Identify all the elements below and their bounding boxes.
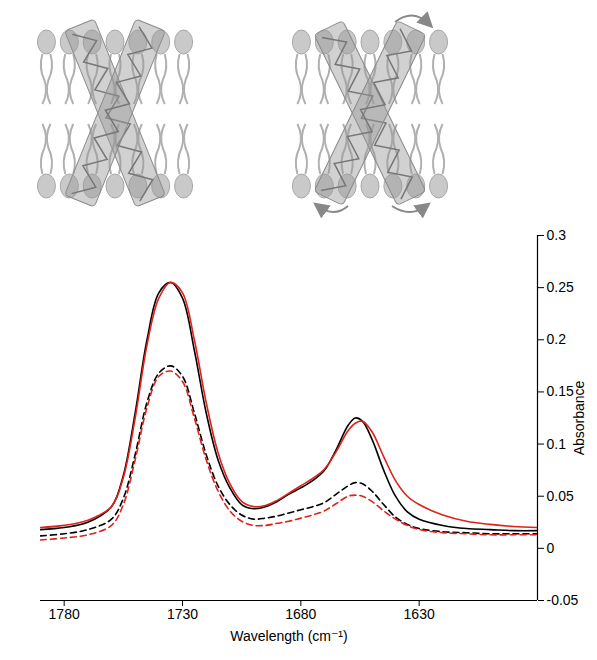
svg-text:1630: 1630: [404, 606, 435, 622]
svg-text:1680: 1680: [285, 606, 316, 622]
svg-text:0.15: 0.15: [546, 383, 574, 400]
svg-text:0.25: 0.25: [547, 279, 574, 295]
svg-text:-0.05: -0.05: [547, 592, 579, 608]
svg-text:0.2: 0.2: [547, 331, 567, 347]
svg-text:0.1: 0.1: [547, 436, 567, 452]
svg-text:0.05: 0.05: [547, 488, 574, 504]
svg-text:0.3: 0.3: [547, 227, 567, 243]
svg-text:Wavelength (cm⁻¹): Wavelength (cm⁻¹): [230, 628, 347, 644]
svg-text:1780: 1780: [49, 606, 80, 622]
svg-text:Absorbance: Absorbance: [571, 380, 587, 455]
svg-text:1730: 1730: [167, 606, 198, 622]
svg-text:0: 0: [547, 540, 555, 556]
